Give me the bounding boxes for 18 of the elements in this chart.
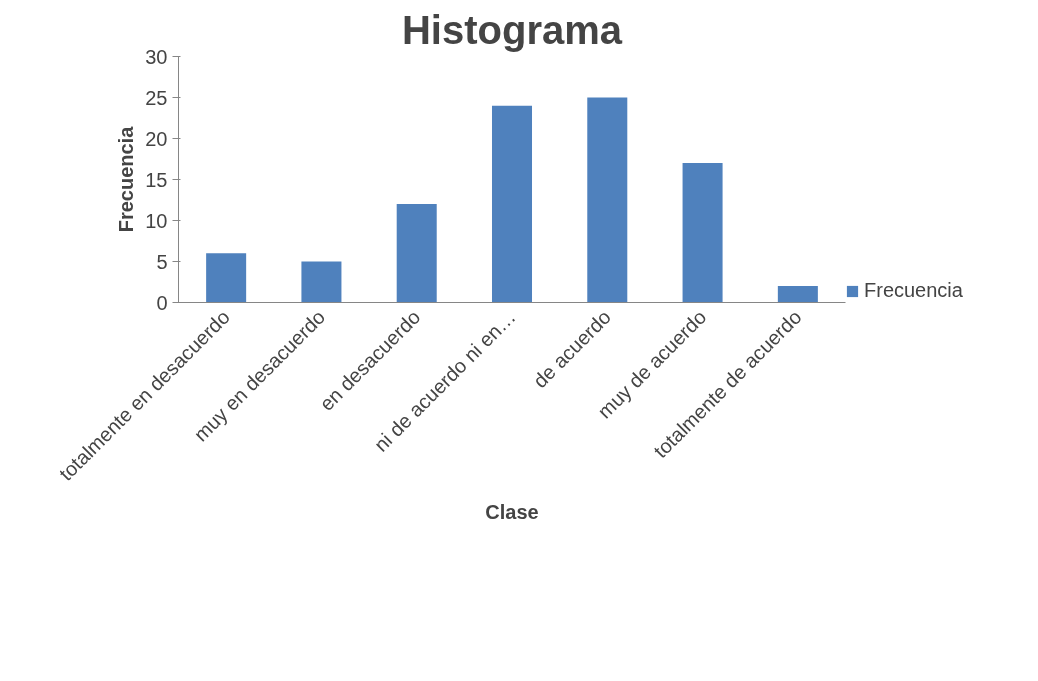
y-tick-label: 15 [145,168,168,191]
x-axis-title: Clase [485,500,539,523]
y-axis-title: Frecuencia [115,125,138,233]
bar [301,261,342,303]
y-tick-label: 5 [156,250,168,273]
bar [396,204,437,303]
legend-label: Frecuencia [864,279,963,302]
y-tick-label: 10 [145,209,168,232]
bar [206,253,247,303]
bar [587,97,628,303]
y-tick-label: 20 [145,127,168,150]
y-tick-label: 25 [145,86,168,109]
y-tick-label: 0 [156,291,168,314]
bar [682,163,723,303]
y-tick-label: 30 [145,45,168,68]
bar [491,105,533,303]
bar [777,286,818,303]
chart-title: Histograma [401,7,623,52]
